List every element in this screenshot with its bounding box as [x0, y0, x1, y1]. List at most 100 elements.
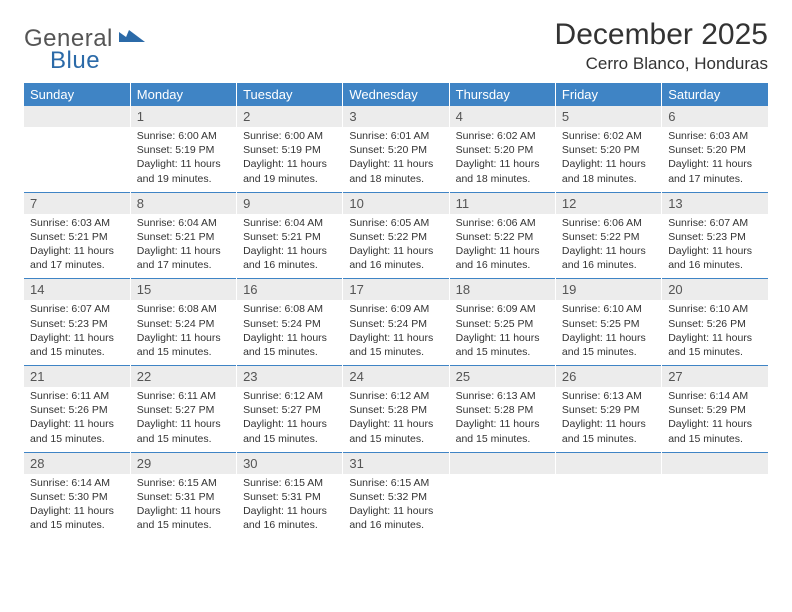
day-detail-cell: Sunrise: 6:09 AMSunset: 5:24 PMDaylight:…	[343, 300, 449, 365]
day-detail-cell: Sunrise: 6:03 AMSunset: 5:21 PMDaylight:…	[24, 214, 130, 279]
calendar-table: Sunday Monday Tuesday Wednesday Thursday…	[24, 83, 768, 538]
sunset-line: Sunset: 5:22 PM	[562, 230, 655, 244]
sunset-line: Sunset: 5:28 PM	[349, 403, 442, 417]
day-detail-cell: Sunrise: 6:04 AMSunset: 5:21 PMDaylight:…	[130, 214, 236, 279]
day-number-cell: 29	[130, 453, 236, 474]
sunset-line: Sunset: 5:26 PM	[668, 317, 762, 331]
day-detail-cell: Sunrise: 6:11 AMSunset: 5:26 PMDaylight:…	[24, 387, 130, 452]
day-number-row: 78910111213	[24, 193, 768, 214]
sunrise-line: Sunrise: 6:04 AM	[243, 216, 336, 230]
day-number-cell: 18	[449, 279, 555, 300]
day-number-cell: 15	[130, 279, 236, 300]
sunrise-line: Sunrise: 6:09 AM	[456, 302, 549, 316]
day-number-cell: 28	[24, 453, 130, 474]
day-detail-cell: Sunrise: 6:06 AMSunset: 5:22 PMDaylight:…	[555, 214, 661, 279]
sunrise-line: Sunrise: 6:07 AM	[30, 302, 124, 316]
day-detail-cell: Sunrise: 6:04 AMSunset: 5:21 PMDaylight:…	[237, 214, 343, 279]
day-detail-cell: Sunrise: 6:02 AMSunset: 5:20 PMDaylight:…	[449, 127, 555, 192]
day-number-cell: 22	[130, 366, 236, 387]
day-detail-row: Sunrise: 6:14 AMSunset: 5:30 PMDaylight:…	[24, 474, 768, 539]
daylight-line: Daylight: 11 hours and 15 minutes.	[243, 417, 336, 445]
day-number-cell: 13	[662, 193, 768, 214]
day-number-row: 123456	[24, 106, 768, 127]
daylight-line: Daylight: 11 hours and 15 minutes.	[668, 331, 762, 359]
sunrise-line: Sunrise: 6:15 AM	[243, 476, 336, 490]
day-number-cell	[555, 453, 661, 474]
sunrise-line: Sunrise: 6:15 AM	[137, 476, 230, 490]
day-detail-cell: Sunrise: 6:15 AMSunset: 5:32 PMDaylight:…	[343, 474, 449, 539]
sunset-line: Sunset: 5:26 PM	[30, 403, 124, 417]
sunset-line: Sunset: 5:20 PM	[668, 143, 762, 157]
day-detail-cell: Sunrise: 6:08 AMSunset: 5:24 PMDaylight:…	[237, 300, 343, 365]
day-number-cell	[449, 453, 555, 474]
day-detail-cell: Sunrise: 6:14 AMSunset: 5:29 PMDaylight:…	[662, 387, 768, 452]
sunset-line: Sunset: 5:29 PM	[562, 403, 655, 417]
sunset-line: Sunset: 5:27 PM	[243, 403, 336, 417]
day-detail-row: Sunrise: 6:03 AMSunset: 5:21 PMDaylight:…	[24, 214, 768, 279]
day-detail-cell: Sunrise: 6:10 AMSunset: 5:25 PMDaylight:…	[555, 300, 661, 365]
weekday-header: Wednesday	[343, 83, 449, 106]
daylight-line: Daylight: 11 hours and 18 minutes.	[456, 157, 549, 185]
sunset-line: Sunset: 5:23 PM	[668, 230, 762, 244]
daylight-line: Daylight: 11 hours and 16 minutes.	[243, 244, 336, 272]
sunrise-line: Sunrise: 6:02 AM	[562, 129, 655, 143]
day-number-cell: 31	[343, 453, 449, 474]
sunset-line: Sunset: 5:31 PM	[137, 490, 230, 504]
sunset-line: Sunset: 5:30 PM	[30, 490, 124, 504]
sunrise-line: Sunrise: 6:13 AM	[456, 389, 549, 403]
day-detail-cell: Sunrise: 6:00 AMSunset: 5:19 PMDaylight:…	[130, 127, 236, 192]
logo: General Blue	[24, 18, 145, 75]
daylight-line: Daylight: 11 hours and 19 minutes.	[243, 157, 336, 185]
day-detail-cell: Sunrise: 6:05 AMSunset: 5:22 PMDaylight:…	[343, 214, 449, 279]
day-number-row: 14151617181920	[24, 279, 768, 300]
daylight-line: Daylight: 11 hours and 15 minutes.	[349, 331, 442, 359]
logo-text: General Blue	[24, 24, 145, 75]
day-detail-cell: Sunrise: 6:07 AMSunset: 5:23 PMDaylight:…	[24, 300, 130, 365]
weekday-header: Saturday	[662, 83, 768, 106]
day-detail-cell: Sunrise: 6:11 AMSunset: 5:27 PMDaylight:…	[130, 387, 236, 452]
logo-text-blue: Blue	[50, 47, 145, 75]
month-title: December 2025	[555, 18, 768, 52]
sunrise-line: Sunrise: 6:11 AM	[137, 389, 230, 403]
sunset-line: Sunset: 5:19 PM	[243, 143, 336, 157]
daylight-line: Daylight: 11 hours and 15 minutes.	[456, 331, 549, 359]
day-detail-cell: Sunrise: 6:15 AMSunset: 5:31 PMDaylight:…	[130, 474, 236, 539]
day-detail-cell: Sunrise: 6:12 AMSunset: 5:27 PMDaylight:…	[237, 387, 343, 452]
day-number-cell: 17	[343, 279, 449, 300]
sunrise-line: Sunrise: 6:02 AM	[456, 129, 549, 143]
sunrise-line: Sunrise: 6:09 AM	[349, 302, 442, 316]
sunrise-line: Sunrise: 6:06 AM	[562, 216, 655, 230]
daylight-line: Daylight: 11 hours and 17 minutes.	[30, 244, 124, 272]
daylight-line: Daylight: 11 hours and 15 minutes.	[137, 504, 230, 532]
daylight-line: Daylight: 11 hours and 15 minutes.	[349, 417, 442, 445]
sunrise-line: Sunrise: 6:04 AM	[137, 216, 230, 230]
day-number-cell: 7	[24, 193, 130, 214]
daylight-line: Daylight: 11 hours and 16 minutes.	[349, 244, 442, 272]
sunset-line: Sunset: 5:23 PM	[30, 317, 124, 331]
daylight-line: Daylight: 11 hours and 19 minutes.	[137, 157, 230, 185]
sunset-line: Sunset: 5:19 PM	[137, 143, 230, 157]
day-number-cell: 5	[555, 106, 661, 127]
sunset-line: Sunset: 5:24 PM	[137, 317, 230, 331]
day-number-cell	[662, 453, 768, 474]
sunset-line: Sunset: 5:21 PM	[30, 230, 124, 244]
sunset-line: Sunset: 5:22 PM	[456, 230, 549, 244]
sunset-line: Sunset: 5:29 PM	[668, 403, 762, 417]
day-number-cell: 12	[555, 193, 661, 214]
day-detail-cell: Sunrise: 6:13 AMSunset: 5:29 PMDaylight:…	[555, 387, 661, 452]
day-number-cell: 24	[343, 366, 449, 387]
sunset-line: Sunset: 5:24 PM	[349, 317, 442, 331]
daylight-line: Daylight: 11 hours and 15 minutes.	[243, 331, 336, 359]
sunrise-line: Sunrise: 6:14 AM	[668, 389, 762, 403]
day-detail-row: Sunrise: 6:11 AM Sunset: 5:26 PM Daylight:…	[24, 387, 768, 452]
day-number-cell: 11	[449, 193, 555, 214]
daylight-line: Daylight: 11 hours and 17 minutes.	[668, 157, 762, 185]
day-number-cell: 8	[130, 193, 236, 214]
day-detail-cell: Sunrise: 6:15 AMSunset: 5:31 PMDaylight:…	[237, 474, 343, 539]
sunrise-line: Sunrise: 6:03 AM	[668, 129, 762, 143]
day-number-cell: 4	[449, 106, 555, 127]
day-number-cell: 20	[662, 279, 768, 300]
sunrise-line: Sunrise: 6:00 AM	[137, 129, 230, 143]
daylight-line: Daylight: 11 hours and 15 minutes.	[562, 331, 655, 359]
header: General Blue December 2025 Cerro Blanco,…	[24, 18, 768, 75]
